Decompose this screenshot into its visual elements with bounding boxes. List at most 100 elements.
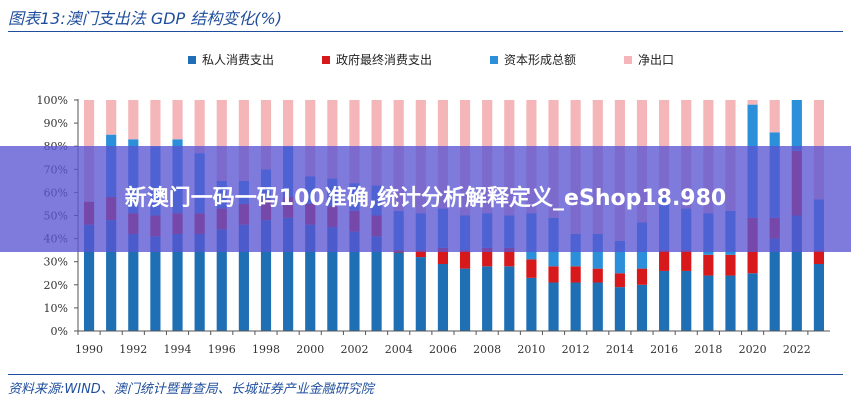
bar-netexport-2001	[327, 100, 338, 179]
bar-private-1995	[194, 233, 205, 331]
y-tick-label: 10%	[44, 302, 68, 315]
x-tick-label: 2022	[783, 343, 811, 356]
bar-government-2012	[570, 266, 581, 283]
bar-private-2012	[570, 282, 581, 331]
legend-label-private: 私人消费支出	[202, 53, 274, 67]
bar-netexport-2002	[349, 100, 360, 184]
bar-netexport-1995	[194, 100, 205, 154]
bar-private-1994	[172, 233, 183, 331]
bar-private-2014	[614, 287, 625, 331]
bar-netexport-1994	[172, 100, 183, 140]
bar-government-2005	[415, 250, 426, 258]
bar-private-2002	[349, 231, 360, 331]
bar-private-2008	[482, 266, 493, 331]
bar-private-2019	[725, 275, 736, 331]
bar-private-2023	[813, 264, 825, 331]
bar-private-2022	[791, 215, 802, 331]
x-tick-label: 2020	[739, 343, 767, 356]
bar-private-2009	[504, 266, 515, 331]
y-tick-label: 30%	[44, 256, 68, 269]
bar-government-2014	[614, 273, 625, 288]
x-tick-label: 2004	[385, 343, 413, 356]
bar-government-2023	[813, 250, 825, 265]
bar-netexport-2021	[769, 100, 780, 133]
bar-government-2011	[548, 266, 559, 283]
bar-netexport-1999	[283, 100, 294, 147]
bar-private-1991	[106, 220, 117, 331]
source-divider	[8, 374, 843, 375]
bar-netexport-1991	[106, 100, 117, 135]
legend: 私人消费支出 政府最终消费支出 资本形成总额 净出口	[188, 52, 674, 67]
bar-private-2010	[526, 277, 537, 331]
bar-private-2004	[393, 252, 404, 331]
y-tick-label: 100%	[37, 94, 68, 107]
title-divider	[8, 31, 843, 32]
y-tick-label: 90%	[44, 117, 68, 130]
bar-government-2015	[636, 268, 648, 285]
bar-private-2007	[459, 268, 471, 331]
bar-private-2016	[659, 270, 670, 331]
bar-government-2009	[504, 247, 515, 267]
x-tick-label: 2016	[650, 343, 678, 356]
legend-label-capital: 资本形成总额	[504, 53, 576, 67]
x-tick-label: 1996	[208, 343, 236, 356]
bar-government-2019	[725, 254, 736, 276]
bar-private-2020	[747, 273, 758, 331]
y-tick-label: 20%	[44, 279, 68, 292]
legend-swatch-government	[322, 56, 330, 64]
source-note: 资料来源:WIND、澳门统计暨普查局、长城证券产业金融研究院	[8, 382, 374, 397]
bar-government-2006	[437, 247, 449, 265]
bar-private-2021	[769, 238, 780, 331]
legend-swatch-capital	[490, 56, 498, 64]
bar-netexport-2020	[747, 100, 758, 105]
figure-title: 图表13:澳门支出法 GDP 结构变化(%)	[8, 9, 282, 28]
bar-private-1993	[150, 236, 161, 331]
overlay-banner[interactable]: 新澳门一码一码100准确,统计分析解释定义_eShop18.980	[0, 146, 851, 252]
bar-netexport-1993	[150, 100, 161, 147]
bar-government-2016	[659, 250, 670, 271]
bar-netexport-1992	[128, 100, 139, 140]
legend-label-netexport: 净出口	[638, 53, 674, 67]
x-tick-label: 2000	[296, 343, 324, 356]
x-tick-label: 2008	[473, 343, 501, 356]
bar-private-2005	[415, 257, 426, 331]
x-tick-label: 2014	[606, 343, 634, 356]
bar-private-2013	[592, 282, 603, 331]
x-tick-label: 2010	[517, 343, 545, 356]
x-tick-label: 2012	[562, 343, 590, 356]
bar-private-2011	[548, 282, 559, 331]
bar-government-2013	[592, 268, 603, 283]
bar-private-1999	[283, 217, 294, 331]
bar-netexport-1996	[216, 100, 227, 181]
bar-government-2017	[681, 250, 692, 271]
legend-label-government: 政府最终消费支出	[336, 52, 432, 67]
x-tick-label: 1992	[119, 343, 147, 356]
x-tick-label: 1998	[252, 343, 280, 356]
bar-government-2018	[703, 254, 714, 276]
bar-private-2015	[636, 284, 648, 331]
bar-private-2000	[305, 224, 316, 331]
x-tick-label: 1994	[164, 343, 192, 356]
overlay-banner-text: 新澳门一码一码100准确,统计分析解释定义_eShop18.980	[124, 186, 727, 211]
x-tick-label: 2018	[694, 343, 722, 356]
bar-private-2017	[681, 270, 692, 331]
x-tick-label: 2006	[429, 343, 457, 356]
bar-private-1996	[216, 229, 227, 331]
bar-private-1998	[260, 220, 272, 331]
bar-capital-2014	[614, 240, 625, 274]
bar-private-2001	[327, 227, 338, 331]
bar-private-2018	[703, 275, 714, 331]
bar-netexport-1997	[238, 100, 249, 181]
x-tick-label: 1990	[75, 343, 103, 356]
y-tick-label: 0%	[51, 325, 68, 338]
bar-government-2007	[459, 250, 471, 269]
x-tick-label: 2002	[340, 343, 368, 356]
bar-private-1997	[238, 224, 249, 331]
legend-swatch-private	[188, 56, 196, 64]
bar-private-1990	[83, 224, 95, 331]
bar-netexport-2000	[305, 100, 316, 177]
bar-government-2010	[526, 259, 537, 278]
bar-private-2003	[371, 236, 382, 331]
bar-private-2006	[437, 264, 449, 331]
bar-government-2008	[482, 247, 493, 267]
